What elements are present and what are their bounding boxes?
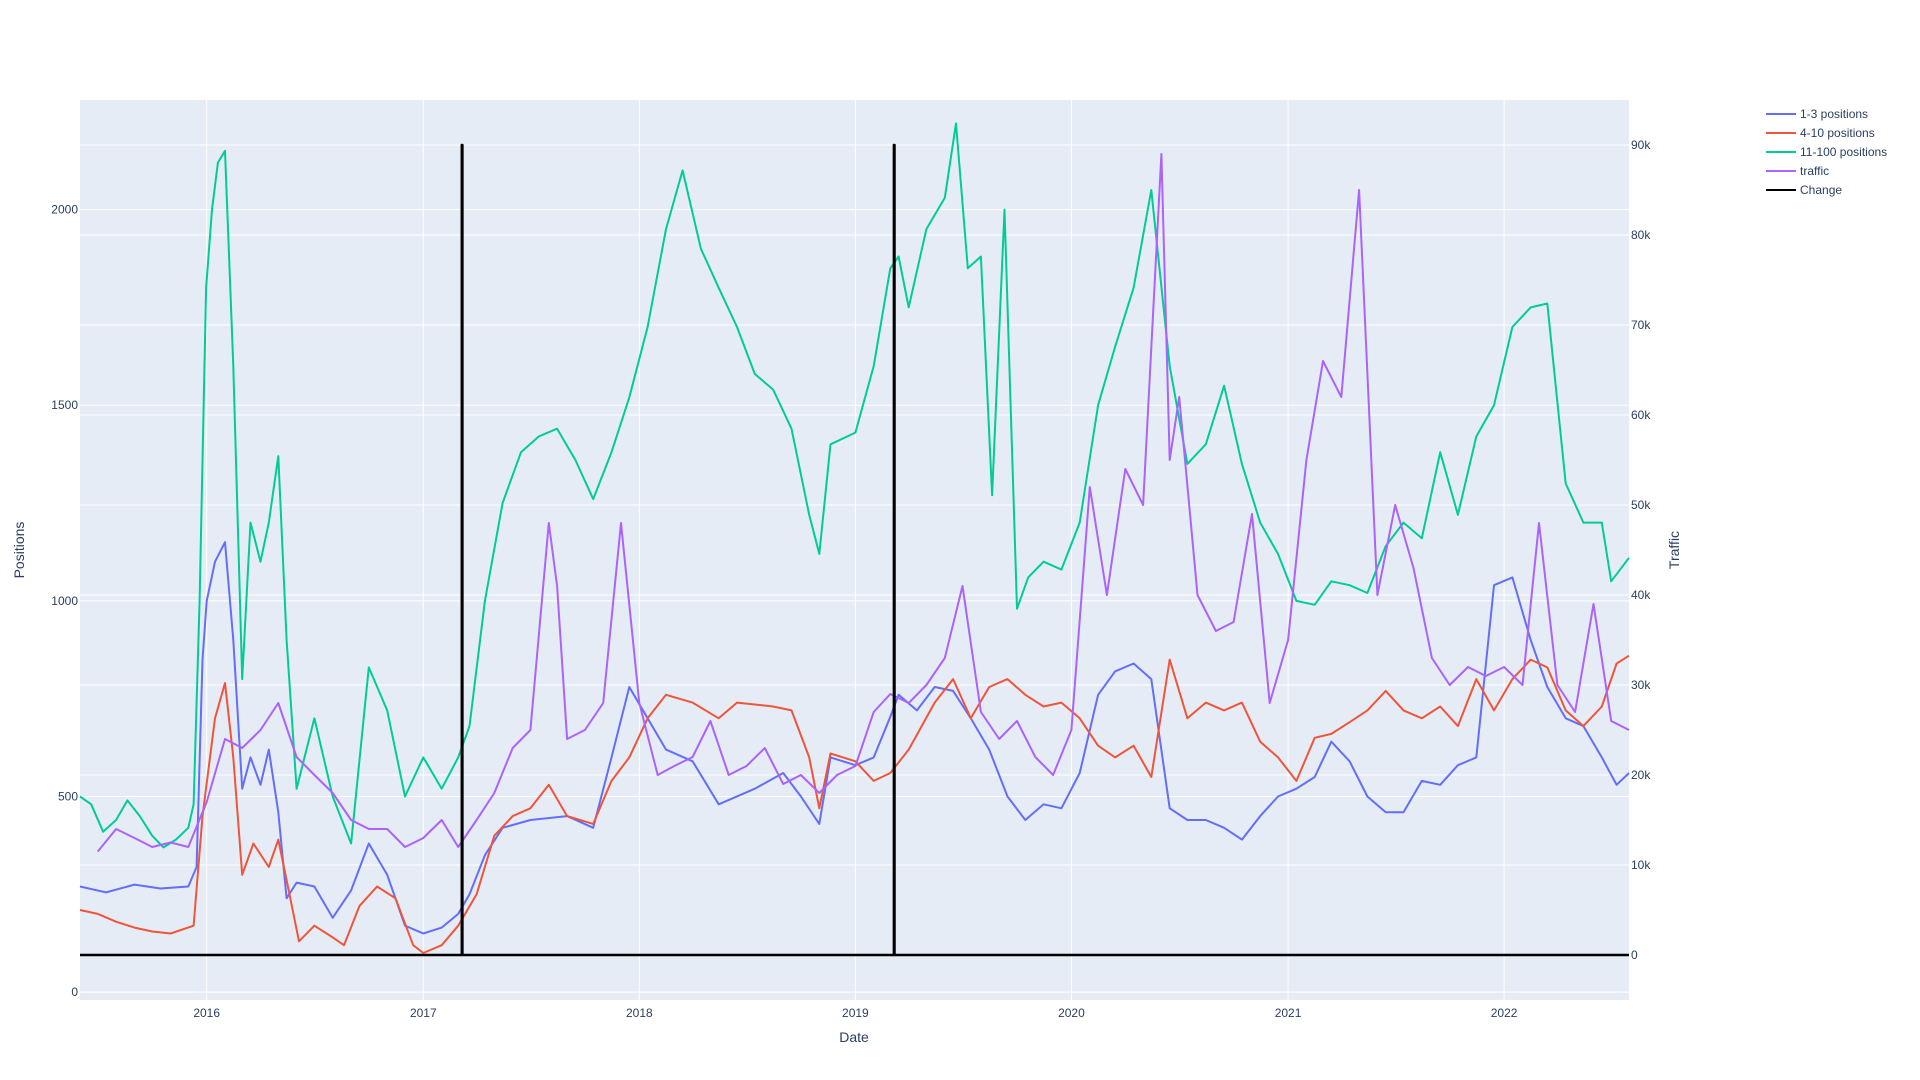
y2-tick-label: 80k [1631,228,1651,242]
y2-tick-label: 90k [1631,138,1651,152]
legend[interactable]: 1-3 positions 4-10 positions 11-100 positi… [1766,107,1887,197]
x-tick-label: 2019 [842,1006,869,1020]
x-axis-title: Date [839,1029,869,1045]
y2-tick-label: 70k [1631,318,1651,332]
series-line-traffic[interactable] [97,153,1630,853]
legend-label: 1-3 positions [1800,107,1868,121]
legend-item[interactable]: Change [1766,183,1842,197]
grid [80,100,1629,1000]
plot-area [80,100,1629,1000]
legend-label: 11-100 positions [1800,145,1887,159]
y2-tick-label: 50k [1631,498,1651,512]
x-tick-label: 2018 [626,1006,653,1020]
x-tick-label: 2016 [193,1006,220,1020]
x-tick-label: 2020 [1058,1006,1085,1020]
x-tick-label: 2017 [410,1006,437,1020]
series-layer [79,122,1630,957]
y2-tick-label: 10k [1631,858,1651,872]
y2-tick-label: 20k [1631,768,1651,782]
y-axis-title: Positions [11,522,27,579]
legend-label: traffic [1800,164,1829,178]
y-tick-label: 0 [71,985,78,999]
y-axis-ticks: 0 500 1000 1500 2000 [51,203,78,1000]
y2-axis-title: Traffic [1666,531,1682,569]
legend-item[interactable]: 1-3 positions [1766,107,1868,121]
y-tick-label: 500 [58,790,78,804]
series-line-11-100-positions[interactable] [79,122,1630,849]
legend-item[interactable]: 4-10 positions [1766,126,1875,140]
x-tick-label: 2022 [1491,1006,1518,1020]
legend-item[interactable]: 11-100 positions [1766,145,1887,159]
series-line-change[interactable] [80,143,1629,957]
x-axis-ticks: 2016 2017 2018 2019 2020 2021 2022 [193,1006,1517,1020]
y2-axis-ticks: 0 10k 20k 30k 40k 50k 60k 70k 80k 90k [1631,138,1651,962]
x-tick-label: 2021 [1275,1006,1302,1020]
y2-tick-label: 30k [1631,678,1651,692]
legend-label: Change [1800,183,1842,197]
y2-tick-label: 0 [1631,948,1638,962]
legend-item[interactable]: traffic [1766,164,1829,178]
legend-label: 4-10 positions [1800,126,1875,140]
y2-tick-label: 40k [1631,588,1651,602]
y-tick-label: 1500 [51,398,78,412]
series-line-4-10-positions[interactable] [79,654,1630,954]
y-tick-label: 2000 [51,203,78,217]
y-tick-label: 1000 [51,594,78,608]
y2-tick-label: 60k [1631,408,1651,422]
